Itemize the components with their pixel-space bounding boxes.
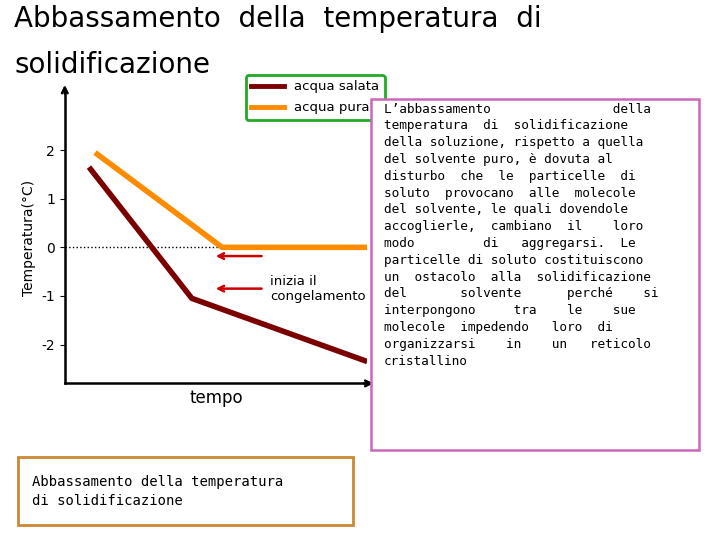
Text: L’abbassamento                della
temperatura  di  solidificazione
della soluz: L’abbassamento della temperatura di soli… bbox=[384, 103, 659, 368]
Text: inizia il
congelamento: inizia il congelamento bbox=[271, 275, 366, 302]
Y-axis label: Temperatura(°C): Temperatura(°C) bbox=[22, 179, 36, 296]
FancyBboxPatch shape bbox=[18, 457, 353, 525]
Legend: acqua salata, acqua pura: acqua salata, acqua pura bbox=[246, 75, 384, 119]
X-axis label: tempo: tempo bbox=[189, 389, 243, 407]
Text: solidificazione: solidificazione bbox=[14, 51, 210, 79]
Text: Abbassamento della temperatura
di solidificazione: Abbassamento della temperatura di solidi… bbox=[32, 475, 283, 508]
FancyBboxPatch shape bbox=[371, 99, 699, 450]
Text: Abbassamento  della  temperatura  di: Abbassamento della temperatura di bbox=[14, 5, 542, 33]
